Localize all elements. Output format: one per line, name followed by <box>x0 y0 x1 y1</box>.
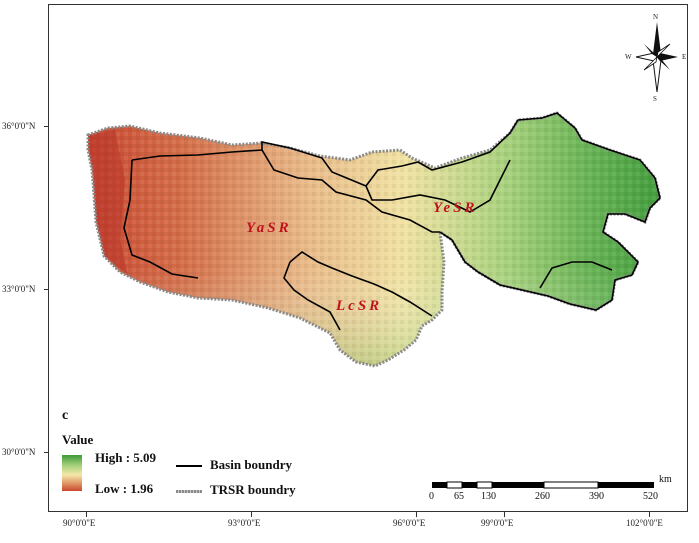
scale-tick-0: 0 <box>429 491 434 502</box>
compass-west: W <box>625 53 632 61</box>
legend-color-ramp <box>62 455 82 491</box>
basin-label-yasr: YaSR <box>246 220 292 236</box>
scale-tick-260: 260 <box>535 491 550 502</box>
longitude-tick <box>86 512 87 517</box>
legend-basin-line <box>176 465 202 467</box>
latitude-tick <box>44 289 49 290</box>
panel-label: c <box>62 408 69 423</box>
legend-high: High : 5.09 <box>95 450 157 465</box>
longitude-tick <box>251 512 252 517</box>
longitude-label-99e: 99°0'0"E <box>481 518 514 528</box>
scale-tick-65: 65 <box>454 491 464 502</box>
latitude-label-30n: 30°0'0"N <box>2 447 36 457</box>
latitude-label-36n: 36°0'0"N <box>2 121 36 131</box>
longitude-label-102e: 102°0'0"E <box>626 518 663 528</box>
legend-trsr-line <box>176 490 202 493</box>
legend-title: Value <box>62 432 94 447</box>
longitude-label-96e: 96°0'0"E <box>393 518 426 528</box>
basin-label-yesr: YeSR <box>433 200 478 216</box>
latitude-tick <box>44 126 49 127</box>
longitude-tick <box>504 512 505 517</box>
scale-tick-520: 520 <box>643 491 658 502</box>
legend-trsr-label: TRSR boundry <box>210 482 296 497</box>
compass-east: E <box>682 53 687 61</box>
longitude-tick <box>416 512 417 517</box>
latitude-tick <box>44 452 49 453</box>
scale-tick-390: 390 <box>589 491 604 502</box>
north-arrow-icon <box>635 22 678 93</box>
longitude-tick <box>649 512 650 517</box>
scale-bar <box>432 481 654 489</box>
scale-tick-130: 130 <box>481 491 496 502</box>
latitude-label-33n: 33°0'0"N <box>2 284 36 294</box>
compass-south: S <box>653 95 657 103</box>
longitude-label-93e: 93°0'0"E <box>228 518 261 528</box>
longitude-label-90e: 90°0'0"E <box>63 518 96 528</box>
basin-label-lcsr: LcSR <box>336 298 383 314</box>
scale-unit: km <box>659 474 672 485</box>
compass-north: N <box>653 13 659 21</box>
legend-basin-label: Basin boundry <box>210 457 293 472</box>
legend-low: Low : 1.96 <box>95 481 154 496</box>
